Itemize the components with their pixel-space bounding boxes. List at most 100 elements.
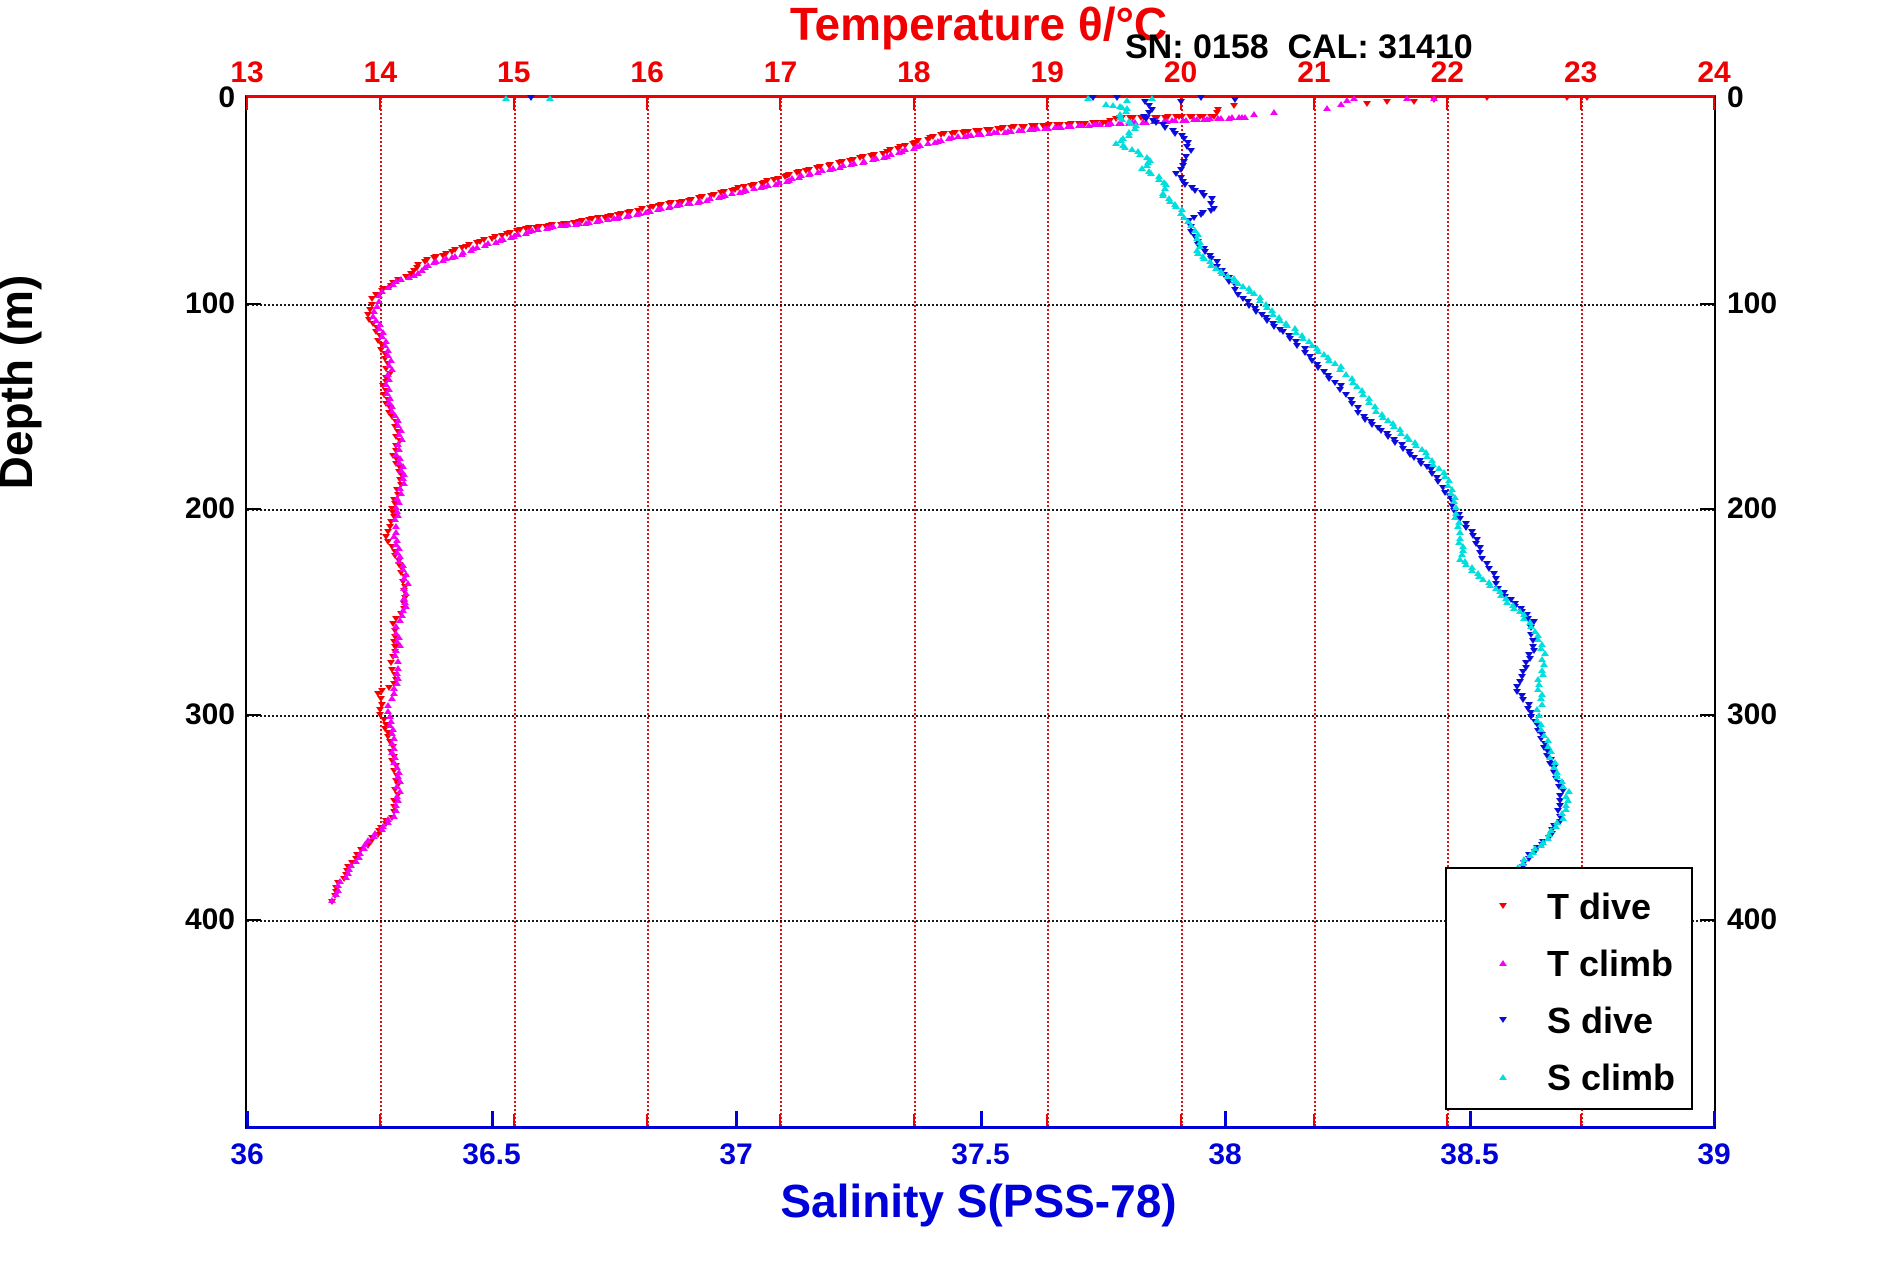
data-marker [1388,419,1397,426]
tick-label-depth-right: 300 [1727,697,1778,731]
tick-temperature [779,98,782,110]
tick-label-depth-right: 200 [1727,492,1778,526]
data-marker [1409,99,1418,106]
data-marker [1447,503,1456,510]
data-marker [384,385,393,392]
data-marker [1178,116,1187,123]
data-marker [375,325,384,332]
data-marker [1547,748,1556,755]
data-marker [989,129,998,136]
data-marker [399,463,408,470]
data-marker [383,528,392,535]
data-marker [1314,347,1323,354]
data-marker [1475,573,1484,580]
data-marker [1257,311,1266,318]
data-marker [390,759,399,766]
data-marker [1432,475,1441,482]
data-marker [1540,731,1549,738]
data-marker [609,215,618,222]
data-marker [557,222,566,229]
data-marker [387,666,396,673]
data-marker [479,237,488,244]
data-marker [1238,295,1247,302]
data-marker [384,815,393,822]
data-marker [1101,101,1110,108]
data-marker [389,685,398,692]
data-marker [376,711,385,718]
data-marker [1549,763,1558,770]
data-marker [1249,111,1258,118]
data-marker [1180,136,1189,143]
data-marker [1551,822,1560,829]
tick-depth-left [247,508,261,511]
data-marker [395,484,404,491]
data-marker [1429,460,1438,467]
legend-label: S climb [1547,1057,1676,1098]
data-marker [878,150,887,157]
data-marker [400,471,409,478]
data-marker [375,321,384,328]
data-marker [378,688,387,695]
data-marker [757,184,766,191]
data-marker [375,297,384,304]
data-marker [1491,585,1500,592]
tick-label-temperature: 15 [497,56,531,89]
data-marker [382,337,391,344]
data-marker [653,206,662,213]
data-marker [1533,706,1542,713]
data-marker [392,508,401,515]
data-marker [1324,372,1333,379]
data-marker [882,148,891,155]
data-marker [387,739,396,746]
chart-title: Temperature θ/°C [789,0,1168,50]
data-marker [387,717,396,724]
data-marker [813,165,822,172]
legend-marker [1499,903,1507,909]
tick-salinity [735,1111,738,1126]
data-marker [457,251,466,258]
data-marker [750,185,759,192]
data-marker [1184,140,1193,147]
gridline-horizontal [247,920,1714,923]
data-marker [1412,442,1421,449]
data-marker [593,217,602,224]
data-marker [1299,335,1308,342]
data-marker [439,256,448,263]
legend-item: S dive [1447,1001,1691,1041]
tick-label-temperature: 19 [1030,56,1064,89]
tick-label-temperature: 13 [230,56,264,89]
data-marker [399,480,408,487]
data-marker [1193,234,1202,241]
data-marker [462,243,471,250]
data-marker [1000,128,1009,135]
data-marker [391,528,400,535]
data-marker [1538,839,1547,846]
data-marker [1291,328,1300,335]
data-marker [1125,128,1134,135]
data-marker [1525,652,1534,659]
tick-label-temperature: 17 [763,56,798,89]
data-marker [1191,226,1200,233]
data-marker [1529,637,1538,644]
tick-label-temperature: 14 [363,56,398,89]
data-marker [908,141,917,148]
data-marker [399,594,408,601]
data-marker [1331,360,1340,367]
data-marker [1161,181,1170,188]
data-marker [1132,121,1141,128]
data-marker [945,135,954,142]
data-marker [1313,361,1322,368]
data-marker [386,712,395,719]
data-marker [381,380,390,387]
data-marker [1160,125,1169,132]
data-marker [1155,175,1164,182]
tick-temperature [1446,98,1449,110]
data-marker [1176,99,1185,106]
data-marker [368,321,377,328]
data-marker [858,158,867,165]
data-marker [1405,448,1414,455]
data-marker [394,417,403,424]
data-marker [1462,524,1471,531]
data-marker [396,553,405,560]
data-marker [1126,119,1135,126]
